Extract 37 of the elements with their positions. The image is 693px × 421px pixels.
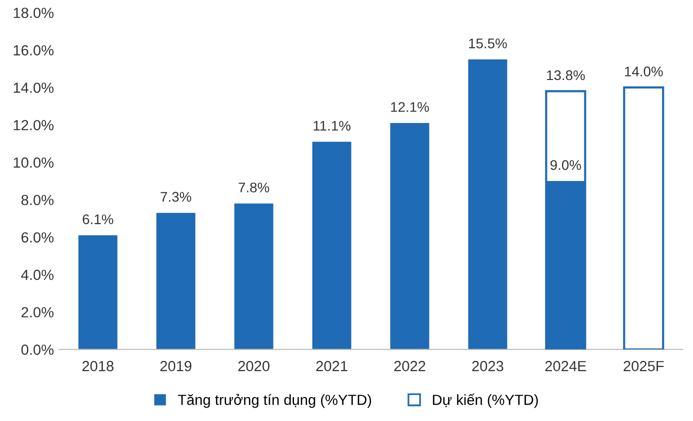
y-tick-label: 4.0% (21, 270, 54, 280)
y-tick-label: 18.0% (14, 8, 54, 18)
bar (234, 203, 274, 350)
data-label: 14.0% (624, 66, 663, 76)
legend-label: Tăng trưởng tín dụng (%YTD) (178, 394, 372, 408)
y-tick-label: 12.0% (14, 120, 54, 130)
bar (390, 123, 430, 350)
y-tick-label: 2.0% (22, 307, 54, 318)
y-tick-label: 6.0% (22, 232, 54, 243)
x-tick-label: 2024E (545, 360, 586, 372)
y-tick-label: 8.0% (21, 194, 54, 206)
legend-label: Dự kiến (%YTD) (432, 394, 538, 408)
data-label: 15.5% (469, 38, 507, 48)
x-tick-label: 2022 (394, 360, 426, 372)
x-tick-label: 2025F (624, 360, 664, 372)
x-tick-label: 2021 (316, 360, 348, 372)
x-tick-label: 2019 (160, 360, 192, 372)
data-label: 13.8% (547, 70, 585, 80)
bar (468, 59, 508, 350)
y-tick-label: 16.0% (14, 45, 54, 56)
bar (78, 235, 118, 350)
y-tick-label: 10.0% (14, 157, 54, 168)
bar (312, 142, 352, 350)
x-tick-label: 2023 (472, 360, 504, 372)
data-label: 7.8% (238, 182, 270, 192)
x-tick-label: 2018 (82, 360, 114, 372)
y-tick-label: 0.0% (21, 344, 54, 355)
bar (545, 90, 586, 350)
data-label: 6.1% (82, 214, 114, 224)
y-tick-label: 14.0% (14, 82, 54, 93)
data-label: 7.3% (160, 192, 192, 202)
data-label: 12.1% (391, 102, 429, 112)
bar (156, 212, 196, 350)
data-label: 11.1% (314, 120, 350, 131)
data-label: 9.0% (550, 160, 581, 170)
x-tick-label: 2020 (238, 360, 270, 372)
bar (623, 86, 664, 350)
